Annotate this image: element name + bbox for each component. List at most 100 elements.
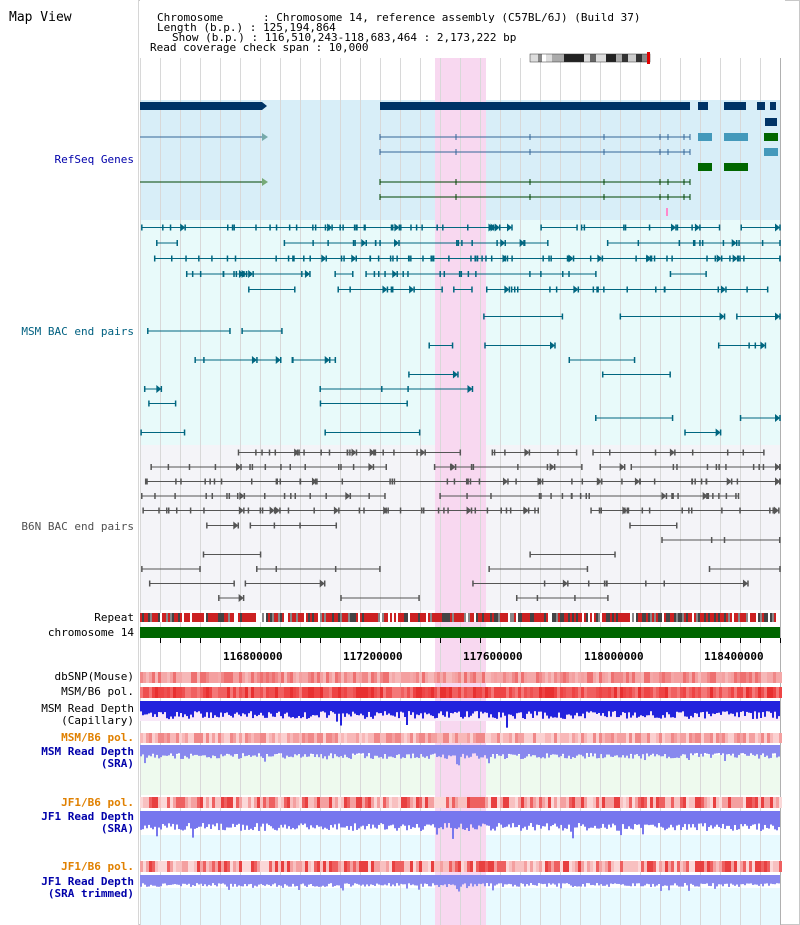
repeat-bar [532,613,534,622]
heat-cell [779,733,782,743]
heat-cell [761,687,764,698]
depth-bar [776,811,778,831]
depth-bar [224,745,226,756]
heat-cell [509,797,512,808]
heat-cell [551,861,554,872]
repeat-bar [710,613,712,622]
heat-cell [431,687,434,698]
depth-bar [518,875,520,887]
depth-bar [208,701,210,718]
heat-cell [488,733,491,743]
depth-bar [560,811,562,825]
depth-bar [528,701,530,712]
depth-bar [668,701,670,715]
label-msm-depth-sra-1[interactable]: MSM Read Depth [41,745,134,758]
heat-cell [533,672,536,683]
heat-cell [188,797,191,808]
heat-cell [233,687,236,698]
label-chromosome[interactable]: chromosome 14 [47,626,134,639]
heat-cell [326,687,329,698]
heat-cell [515,733,518,743]
depth-bar [632,875,634,884]
depth-bar [380,875,382,886]
heat-cell [515,861,518,872]
heat-cell [683,733,686,743]
depth-bar [268,811,270,826]
label-msm-depth-cap-1[interactable]: MSM Read Depth [41,702,134,715]
label-jf1-b6-pol-trim[interactable]: JF1/B6 pol. [61,860,134,873]
heat-cell [530,672,533,683]
depth-bar [452,701,454,714]
depth-bar [492,875,494,891]
heat-cell [407,797,410,808]
heat-cell [149,861,152,872]
label-b6n-bac[interactable]: B6N BAC end pairs [21,520,134,533]
heat-cell [395,733,398,743]
depth-bar [336,745,338,757]
heat-cell [473,861,476,872]
heat-cell [272,733,275,743]
depth-bar [154,811,156,827]
heat-cell [560,687,563,698]
depth-bar [502,875,504,887]
depth-bar [586,701,588,712]
depth-bar [222,811,224,830]
repeat-bar [476,613,478,622]
label-msm-b6-pol[interactable]: MSM/B6 pol. [61,685,134,698]
repeat-bar [518,613,520,622]
depth-bar [770,811,772,825]
label-jf1-b6-pol[interactable]: JF1/B6 pol. [61,796,134,809]
heat-cell [401,861,404,872]
depth-bar [346,701,348,714]
depth-bar [698,701,700,718]
label-msm-b6-pol-sra[interactable]: MSM/B6 pol. [61,731,134,744]
label-repeat[interactable]: Repeat [94,611,134,624]
label-jf1-depth-sra-1[interactable]: JF1 Read Depth [41,810,134,823]
heat-cell [566,733,569,743]
heat-cell [404,733,407,743]
depth-bar [612,745,614,758]
depth-bar [370,745,372,759]
heat-cell [293,733,296,743]
heat-cell [479,687,482,698]
label-refseq-genes[interactable]: RefSeq Genes [54,153,134,166]
depth-bar [202,875,204,887]
depth-bar [774,875,776,885]
depth-bar [736,875,738,885]
depth-bar [742,811,744,827]
heat-cell [548,797,551,808]
depth-bar [506,745,508,759]
heat-cell [500,687,503,698]
depth-bar [276,745,278,755]
heat-cell [758,861,761,872]
depth-bar [298,745,300,755]
label-dbsnp[interactable]: dbSNP(Mouse) [54,670,134,683]
depth-bar [700,875,702,884]
repeat-bar [704,613,706,622]
heat-cell [353,672,356,683]
heat-cell [326,861,329,872]
heat-cell [254,797,257,808]
repeat-bar [484,613,486,622]
repeat-bar [374,613,376,622]
label-msm-bac[interactable]: MSM BAC end pairs [21,325,134,338]
heat-cell [152,733,155,743]
repeat-bar [544,613,546,622]
heat-cell [305,733,308,743]
depth-bar [296,745,298,756]
depth-bar [432,875,434,884]
depth-bar [142,875,144,884]
depth-bar [614,875,616,884]
heat-cell [551,687,554,698]
depth-bar [408,701,410,712]
depth-bar [390,811,392,826]
heat-cell [143,687,146,698]
depth-bar [630,745,632,754]
heat-cell [653,672,656,683]
depth-bar [778,811,780,828]
repeat-bar [468,613,470,622]
label-jf1-depth-trim-1[interactable]: JF1 Read Depth [41,875,134,888]
depth-bar [392,745,394,758]
depth-bar [504,875,506,885]
